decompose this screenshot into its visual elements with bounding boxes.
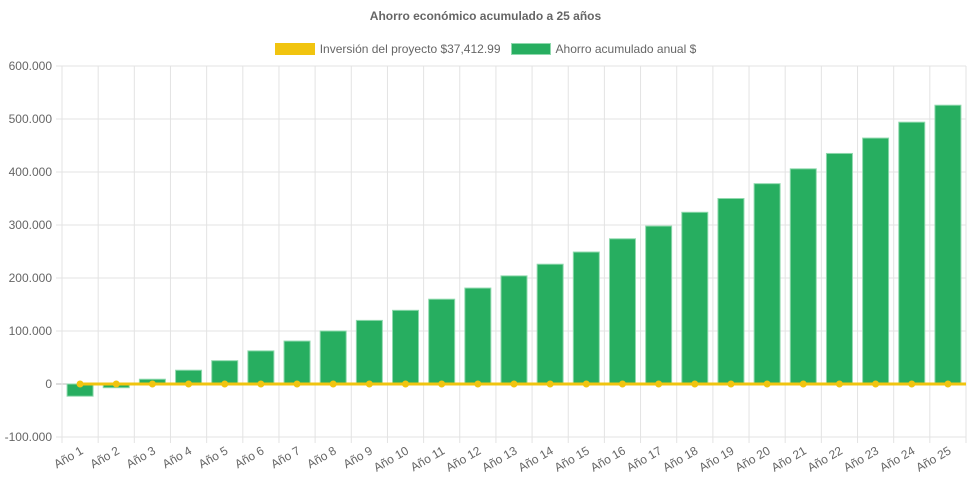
line-point (148, 380, 156, 388)
y-tick-label: 400.000 (9, 165, 53, 179)
bar (898, 121, 926, 385)
x-tick-label: Año 6 (232, 443, 266, 471)
line-point (582, 380, 590, 388)
legend-label: Inversión del proyecto $37,412.99 (319, 42, 501, 56)
x-tick-label: Año 22 (805, 443, 845, 474)
bar (319, 330, 347, 385)
legend-swatch (510, 43, 551, 55)
legend-swatch (274, 43, 315, 55)
line-point (510, 380, 518, 388)
y-tick-label: 200.000 (9, 271, 53, 285)
x-tick-label: Año 4 (160, 443, 194, 471)
bar (392, 309, 420, 385)
line-point (691, 380, 699, 388)
x-tick-label: Año 12 (443, 443, 483, 474)
x-tick-label: Año 13 (480, 443, 520, 474)
x-tick-label: Año 7 (268, 443, 302, 471)
x-tick-label: Año 10 (371, 443, 411, 474)
bar (247, 350, 275, 385)
y-tick-label: 0 (45, 377, 52, 391)
x-tick-label: Año 2 (88, 443, 122, 471)
bar (283, 340, 311, 385)
x-tick-label: Año 3 (124, 443, 158, 471)
y-tick-label: -100.000 (5, 430, 53, 444)
line-point (112, 380, 120, 388)
bar (608, 238, 636, 385)
line-point (763, 380, 771, 388)
legend-item-inversion[interactable]: Inversión del proyecto $37,412.99 (274, 42, 501, 56)
bar (572, 251, 600, 385)
bar (825, 152, 853, 385)
bar (355, 319, 383, 385)
legend: Inversión del proyecto $37,412.99 Ahorro… (0, 42, 971, 56)
line-point (76, 380, 84, 388)
x-tick-label: Año 20 (733, 443, 773, 474)
y-tick-label: 500.000 (9, 112, 53, 126)
y-tick-label: 100.000 (9, 324, 53, 338)
x-tick-label: Año 5 (196, 443, 230, 471)
bar (428, 298, 456, 385)
bar (536, 263, 564, 385)
x-tick-label: Año 11 (408, 443, 447, 474)
x-tick-label: Año 9 (341, 443, 375, 471)
y-tick-label: 600.000 (9, 59, 53, 73)
x-tick-label: Año 25 (913, 443, 953, 474)
x-tick-label: Año 8 (305, 443, 339, 471)
x-tick-label: Año 19 (697, 443, 737, 474)
x-tick-label: Año 15 (552, 443, 592, 474)
bar (717, 198, 745, 385)
x-tick-label: Año 17 (624, 443, 664, 474)
line-point (835, 380, 843, 388)
bar (862, 137, 890, 385)
x-tick-label: Año 1 (51, 443, 85, 471)
bar (500, 275, 528, 385)
line-point (908, 380, 916, 388)
x-tick-label: Año 18 (660, 443, 700, 474)
line-point (329, 380, 337, 388)
x-tick-label: Año 21 (769, 443, 809, 474)
line-point (402, 380, 410, 388)
chart-title: Ahorro económico acumulado a 25 años (369, 9, 602, 23)
line-point (655, 380, 663, 388)
bar (753, 183, 781, 385)
bar (464, 287, 492, 385)
line-point (185, 380, 193, 388)
line-point (257, 380, 265, 388)
line-point (546, 380, 554, 388)
line-point (365, 380, 373, 388)
line-point (474, 380, 482, 388)
y-tick-label: 300.000 (9, 218, 53, 232)
line-point (944, 380, 952, 388)
bar (681, 211, 709, 385)
line-point (438, 380, 446, 388)
bar (645, 225, 673, 385)
bar (934, 104, 962, 385)
line-point (799, 380, 807, 388)
line-point (618, 380, 626, 388)
line-point (293, 380, 301, 388)
x-tick-label: Año 24 (877, 443, 917, 474)
line-point (727, 380, 735, 388)
x-tick-label: Año 14 (516, 443, 556, 474)
line-point (872, 380, 880, 388)
bar (789, 168, 817, 385)
line-point (221, 380, 229, 388)
legend-label: Ahorro acumulado anual $ (555, 42, 697, 56)
x-tick-label: Año 16 (588, 443, 628, 474)
x-tick-label: Año 23 (841, 443, 881, 474)
legend-item-ahorro[interactable]: Ahorro acumulado anual $ (510, 42, 697, 56)
